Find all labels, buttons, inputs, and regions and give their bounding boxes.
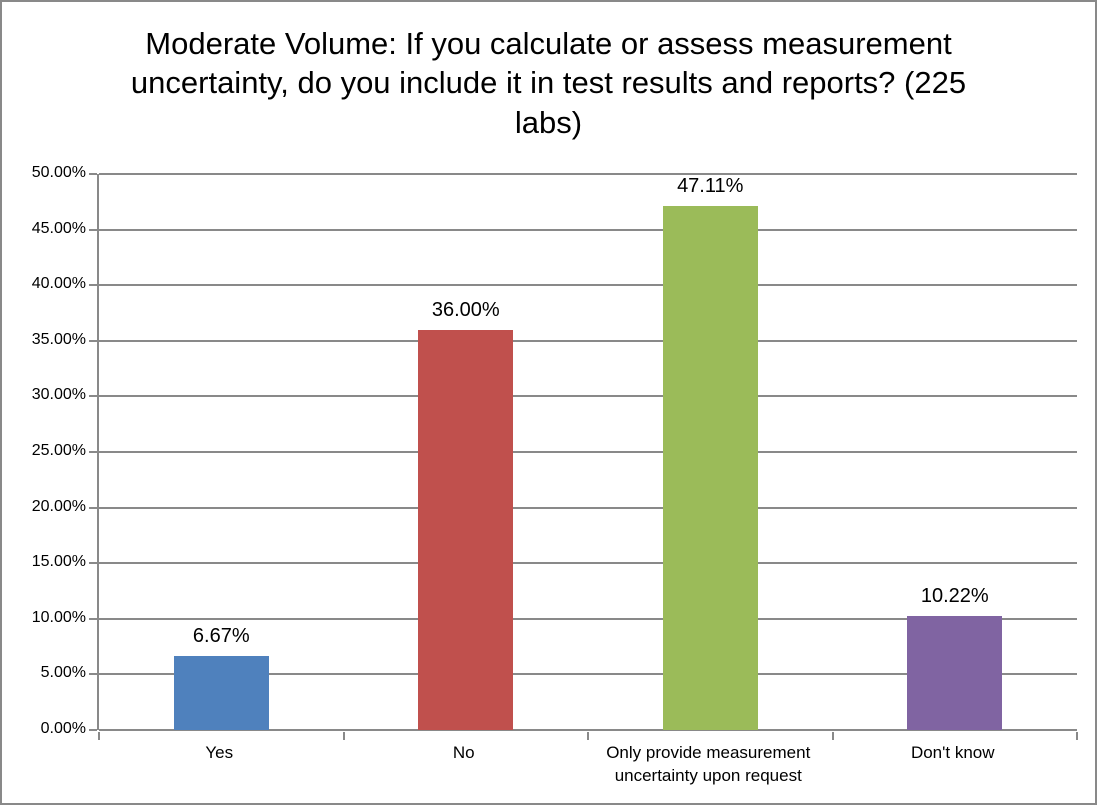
gridline: [99, 451, 1077, 453]
x-axis-tick: [831, 732, 834, 740]
gridline: [99, 506, 1077, 509]
gridline: [99, 617, 1077, 620]
y-axis-tick-label: 20.00%: [31, 497, 86, 515]
gridline: [99, 562, 1077, 565]
bar-3: [662, 206, 758, 730]
bar-value-label: 6.67%: [192, 624, 250, 647]
y-axis-tick: [89, 617, 97, 620]
y-axis-tick-label: 45.00%: [31, 219, 86, 237]
y-axis-tick: [89, 562, 97, 565]
bar-2: [418, 329, 514, 730]
y-axis-tick: [89, 395, 97, 398]
y-axis-tick: [89, 339, 97, 342]
gridline: [99, 284, 1077, 287]
bar-value-label: 36.00%: [431, 298, 500, 321]
x-axis-category-label: Yes: [205, 743, 234, 762]
y-axis-tick-label: 40.00%: [31, 275, 86, 293]
x-axis-tick: [98, 732, 100, 740]
bar-value-label: 47.11%: [677, 175, 744, 198]
x-axis-tick: [587, 732, 589, 740]
y-axis-tick: [89, 729, 97, 731]
y-axis-tick-label: 10.00%: [31, 608, 86, 626]
y-axis-tick: [89, 451, 97, 453]
y-axis-tick: [89, 673, 97, 676]
bar-4: [907, 616, 1003, 730]
x-axis-category-label: No: [452, 743, 475, 762]
y-axis-tick: [89, 228, 97, 231]
gridline: [99, 395, 1077, 398]
gridline: [99, 729, 1077, 731]
x-axis-tick: [1076, 732, 1078, 740]
y-axis-tick-label: 50.00%: [31, 164, 86, 181]
y-axis-tick: [89, 506, 97, 509]
chart-title: Moderate Volume: If you calculate or ass…: [130, 26, 967, 140]
gridline: [99, 173, 1077, 175]
y-axis-tick: [89, 284, 97, 287]
gridline: [99, 339, 1077, 342]
y-axis-tick: [89, 173, 97, 175]
plot-area: 6.67% 36.00% 47.11% 10.22%: [89, 173, 1078, 740]
y-axis-tick-label: 30.00%: [31, 386, 86, 404]
y-axis-tick-label: 35.00%: [31, 330, 86, 348]
x-axis-category-label: Only provide measurement uncertainty upo…: [606, 743, 811, 785]
y-axis-tick-label: 5.00%: [40, 664, 86, 682]
y-axis-tick-label: 25.00%: [31, 442, 86, 459]
gridline: [99, 228, 1077, 231]
y-axis-tick-label: 15.00%: [31, 553, 86, 571]
x-axis-category-label: Don't know: [910, 743, 995, 762]
y-axis-tick-label: 0.00%: [40, 720, 86, 737]
bar-1: [173, 655, 269, 730]
x-axis-tick: [342, 732, 345, 740]
bar-value-label: 10.22%: [920, 585, 989, 608]
gridline: [99, 673, 1077, 676]
